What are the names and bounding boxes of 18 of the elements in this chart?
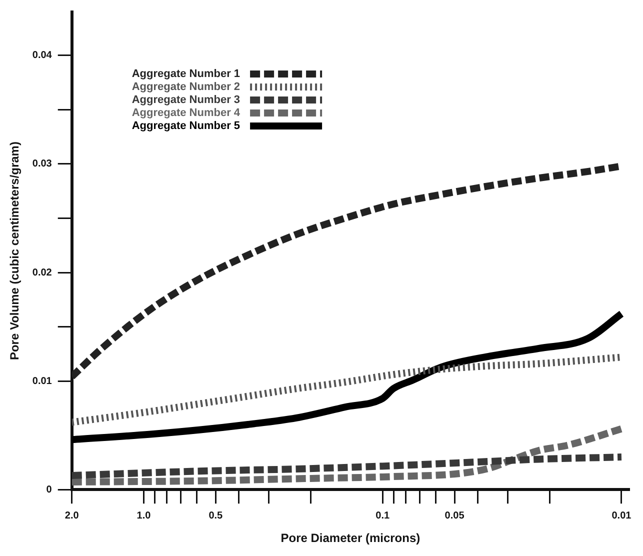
y-tick-label: 0.03 <box>32 158 52 170</box>
x-tick-label: 1.0 <box>136 510 152 522</box>
text: Aggregate Number 5 <box>132 120 240 132</box>
y-axis-title: Pore Volume (cubic centimeters/gram) <box>8 142 22 360</box>
x-axis-title: Pore Diameter (microns) <box>280 531 420 546</box>
x-tick-label: 0.5 <box>208 510 224 522</box>
text: Aggregate Number 1 <box>132 68 240 80</box>
y-tick-label: 0.02 <box>32 267 52 278</box>
y-tick-label: 0.04 <box>32 50 52 62</box>
y-tick-label: 0 <box>46 484 52 496</box>
text: Aggregate Number 2 <box>132 81 240 94</box>
x-tick-label: 0.01 <box>612 510 632 522</box>
y-tick-label: 0.01 <box>32 376 52 387</box>
text: Aggregate Number 4 <box>132 107 241 120</box>
x-tick-label: 0.1 <box>376 510 390 522</box>
x-tick-label: 2.0 <box>64 510 80 522</box>
x-tick-label: 0.05 <box>444 510 465 522</box>
text: Aggregate Number 3 <box>132 94 240 106</box>
